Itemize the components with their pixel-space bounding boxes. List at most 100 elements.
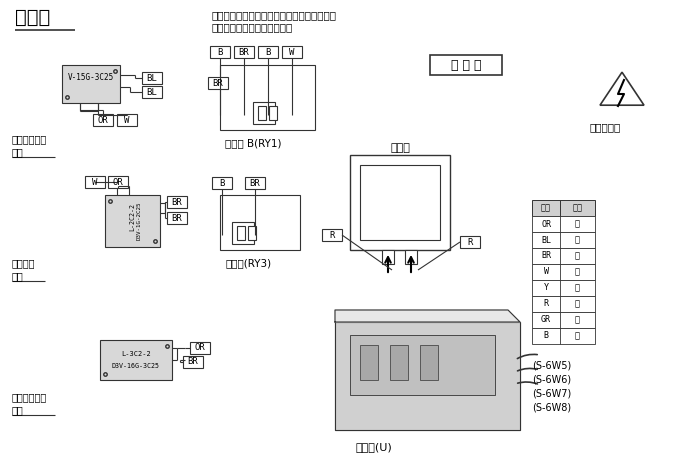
Bar bbox=[532, 296, 595, 312]
Text: 紫: 紫 bbox=[575, 331, 580, 341]
Bar bbox=[257, 106, 266, 120]
Bar bbox=[142, 86, 162, 98]
Bar bbox=[167, 196, 187, 208]
Text: OR: OR bbox=[194, 343, 206, 353]
Bar bbox=[532, 200, 595, 216]
Text: B: B bbox=[220, 178, 224, 188]
Text: 紅: 紅 bbox=[575, 300, 580, 308]
Text: 变频器(U): 变频器(U) bbox=[355, 442, 392, 452]
Bar bbox=[420, 345, 438, 380]
Text: BR: BR bbox=[238, 47, 250, 57]
Bar bbox=[105, 195, 160, 247]
Text: 继电器(RY3): 继电器(RY3) bbox=[225, 258, 271, 268]
Bar bbox=[117, 114, 137, 126]
Text: 颜色: 颜色 bbox=[572, 203, 583, 213]
Text: 注意：高压: 注意：高压 bbox=[590, 122, 621, 132]
Text: BL: BL bbox=[541, 236, 551, 244]
Text: (S-6W7): (S-6W7) bbox=[532, 388, 572, 398]
Text: 棕: 棕 bbox=[575, 252, 580, 260]
Text: 新 高 坂: 新 高 坂 bbox=[451, 59, 481, 71]
Bar bbox=[108, 176, 128, 188]
Text: 绿: 绿 bbox=[575, 315, 580, 325]
Bar bbox=[405, 250, 417, 264]
Polygon shape bbox=[335, 310, 520, 322]
Text: BR: BR bbox=[541, 252, 551, 260]
Bar bbox=[460, 236, 480, 248]
Bar bbox=[282, 46, 302, 58]
Bar bbox=[532, 312, 595, 328]
Bar bbox=[62, 65, 120, 103]
Bar bbox=[183, 356, 203, 368]
Text: 橙: 橙 bbox=[575, 219, 580, 229]
Polygon shape bbox=[335, 322, 520, 430]
Text: 继电器 B(RY1): 继电器 B(RY1) bbox=[225, 138, 282, 148]
Bar bbox=[85, 176, 105, 188]
Text: BR: BR bbox=[213, 78, 223, 88]
Bar bbox=[322, 229, 342, 241]
Text: GR: GR bbox=[541, 315, 551, 325]
Bar bbox=[208, 77, 228, 89]
Bar bbox=[532, 264, 595, 280]
Text: 初级磁锁开关: 初级磁锁开关 bbox=[12, 134, 47, 144]
Text: 接线图: 接线图 bbox=[15, 8, 50, 27]
Text: 顶部: 顶部 bbox=[12, 147, 24, 157]
Text: OR: OR bbox=[541, 219, 551, 229]
Bar bbox=[190, 342, 210, 354]
Bar bbox=[220, 65, 315, 130]
Text: B: B bbox=[544, 331, 549, 341]
Bar bbox=[390, 345, 408, 380]
Text: BL: BL bbox=[146, 88, 158, 96]
Bar bbox=[167, 212, 187, 224]
Bar bbox=[248, 226, 256, 240]
Text: B: B bbox=[266, 47, 270, 57]
Text: BR: BR bbox=[171, 213, 183, 223]
Text: W: W bbox=[289, 47, 295, 57]
Text: R: R bbox=[329, 230, 335, 240]
Bar bbox=[382, 250, 394, 264]
Text: 次级磁锁开关: 次级磁锁开关 bbox=[12, 392, 47, 402]
Bar bbox=[232, 222, 254, 244]
Text: D3V-1G-2C25: D3V-1G-2C25 bbox=[137, 202, 142, 240]
Text: Y: Y bbox=[544, 284, 549, 292]
Text: L-2C2-2: L-2C2-2 bbox=[130, 203, 135, 231]
Bar bbox=[532, 216, 595, 232]
Text: 短路开关: 短路开关 bbox=[12, 258, 36, 268]
Text: W: W bbox=[92, 177, 98, 187]
Bar bbox=[212, 177, 232, 189]
Text: R: R bbox=[467, 237, 473, 247]
Bar bbox=[210, 46, 230, 58]
Text: R: R bbox=[544, 300, 549, 308]
Text: D3V-16G-3C25: D3V-16G-3C25 bbox=[112, 363, 160, 369]
Text: 中部: 中部 bbox=[12, 271, 24, 281]
Bar bbox=[430, 55, 502, 75]
Text: BR: BR bbox=[187, 357, 199, 366]
Bar bbox=[142, 72, 162, 84]
Text: B: B bbox=[217, 47, 222, 57]
Text: 底部: 底部 bbox=[12, 405, 24, 415]
Text: 黄: 黄 bbox=[575, 284, 580, 292]
Bar bbox=[532, 328, 595, 344]
Text: 行号: 行号 bbox=[541, 203, 551, 213]
Text: W: W bbox=[544, 267, 549, 277]
Text: 注：置換元件時，請按圖所示檢查導線顏色。: 注：置換元件時，請按圖所示檢查導線顏色。 bbox=[212, 10, 337, 20]
Text: 括號內所指為接插件的顏色。: 括號內所指為接插件的顏色。 bbox=[212, 22, 293, 32]
Bar bbox=[93, 114, 113, 126]
Text: (S-6W6): (S-6W6) bbox=[532, 374, 571, 384]
Bar bbox=[245, 177, 265, 189]
Bar bbox=[350, 335, 495, 395]
Bar bbox=[234, 46, 254, 58]
Text: V-15G-3C25: V-15G-3C25 bbox=[68, 72, 114, 82]
Bar bbox=[100, 340, 172, 380]
Text: BR: BR bbox=[171, 197, 183, 207]
Bar bbox=[252, 102, 275, 124]
Bar bbox=[532, 248, 595, 264]
Bar bbox=[237, 226, 245, 240]
Bar bbox=[532, 232, 595, 248]
Bar bbox=[220, 195, 300, 250]
Text: (S-6W5): (S-6W5) bbox=[532, 360, 572, 370]
Bar bbox=[360, 345, 378, 380]
Text: BL: BL bbox=[146, 73, 158, 83]
Text: 白: 白 bbox=[575, 267, 580, 277]
Bar bbox=[360, 165, 440, 240]
Text: W: W bbox=[124, 116, 130, 124]
